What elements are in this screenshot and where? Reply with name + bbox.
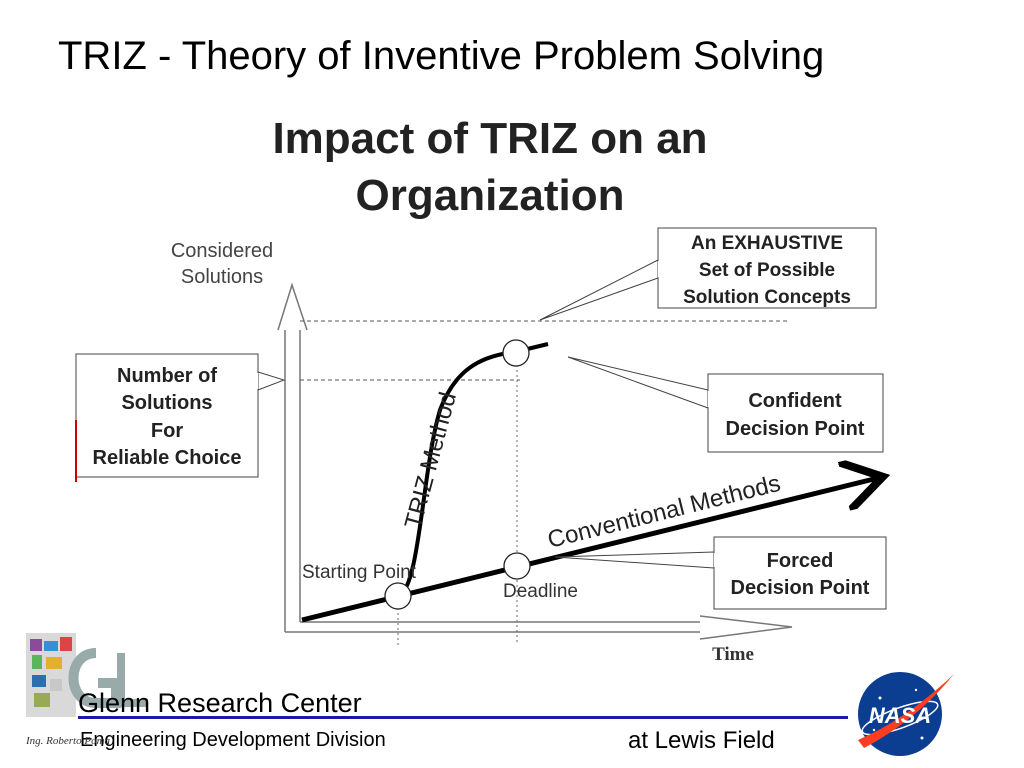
nasa-logo-text: NASA [869, 703, 931, 728]
reliable-callout-line4: Reliable Choice [93, 447, 242, 469]
confident-callout-line1: Confident [748, 390, 842, 412]
diagram-heading-line1: Impact of TRIZ on an [272, 114, 708, 163]
y-axis-label-line2: Solutions [181, 266, 263, 288]
footer-center-name: Glenn Research Center [78, 688, 362, 718]
exhaustive-callout-line2: Set of Possible [699, 260, 835, 281]
deadline-label: Deadline [503, 581, 578, 602]
exhaustive-callout: An EXHAUSTIVE Set of Possible Solution C… [539, 227, 877, 321]
y-axis-label-line1: Considered [171, 240, 273, 262]
nasa-meatball-logo-icon: NASA [858, 672, 954, 756]
deadline-marker [503, 552, 531, 580]
footer-author: Ing. Roberto Poma [26, 735, 111, 747]
reliable-callout-line1: Number of [117, 365, 217, 387]
confident-decision-callout: Confident Decision Point [567, 356, 884, 453]
footer-divider-rule [78, 716, 848, 719]
triz-method-curve [396, 342, 549, 598]
reliable-callout-line2: Solutions [121, 392, 212, 414]
forced-callout-line2: Decision Point [731, 577, 870, 599]
exhaustive-callout-line1: An EXHAUSTIVE [691, 233, 843, 254]
y-axis [277, 282, 308, 632]
starting-point-label: Starting Point [302, 562, 417, 583]
forced-callout-line1: Forced [767, 550, 834, 572]
exhaustive-callout-line3: Solution Concepts [683, 287, 851, 308]
slide-title: TRIZ - Theory of Inventive Problem Solvi… [58, 34, 825, 78]
reliable-choice-callout: Number of Solutions For Reliable Choice [75, 353, 286, 482]
triz-method-label: TRIZ Method [400, 389, 462, 531]
reliable-callout-line3: For [151, 420, 183, 442]
x-axis [285, 615, 793, 640]
confident-decision-marker [502, 339, 530, 367]
grc-logo-icon [26, 633, 146, 717]
diagram-heading-line2: Organization [355, 171, 625, 221]
footer-location: at Lewis Field [628, 727, 775, 754]
starting-point-marker [384, 582, 412, 610]
confident-callout-line2: Decision Point [726, 418, 865, 440]
x-axis-label: Time [712, 644, 754, 665]
footer-division: Engineering Development Division [80, 729, 386, 751]
forced-decision-callout: Forced Decision Point [554, 536, 887, 610]
diagram-heading: Impact of TRIZ on an Organization [200, 110, 780, 224]
